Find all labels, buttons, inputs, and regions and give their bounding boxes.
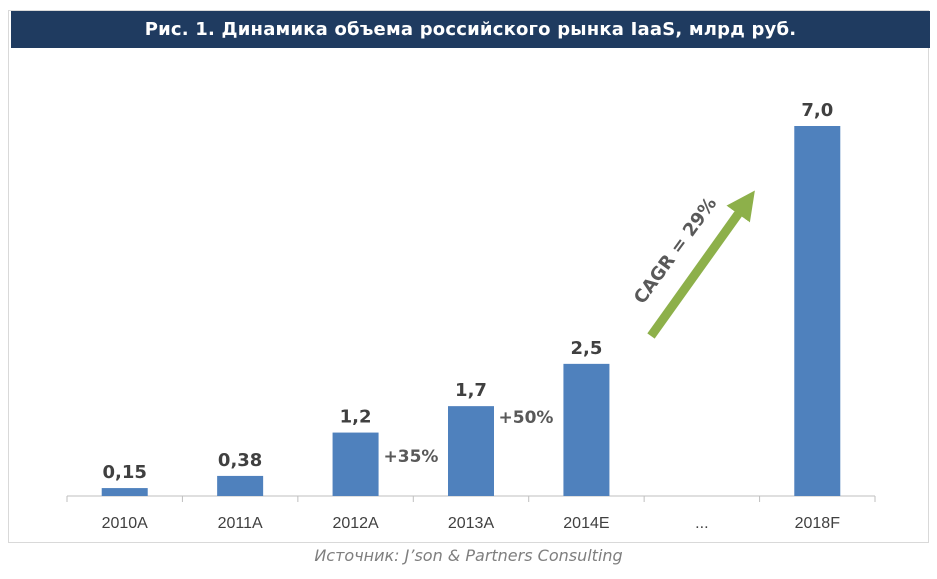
source-note: Источник: J’son & Partners Consulting [314, 546, 623, 565]
data-label-2011A: 0,38 [218, 450, 262, 471]
category-label: 2012A [332, 515, 379, 532]
bar-2010A [101, 488, 148, 496]
category-label: ... [695, 515, 708, 532]
category-label: 2011A [218, 515, 263, 532]
growth-annotation-2012: +35% [384, 447, 439, 467]
data-label-2014E: 2,5 [570, 338, 602, 359]
bar-2018F [794, 126, 841, 496]
data-label-2010A: 0,15 [103, 462, 147, 483]
category-label: 2010A [102, 515, 149, 532]
category-label: 2014E [563, 515, 609, 532]
data-label-2018F: 7,0 [801, 100, 833, 121]
bar-2014E [563, 363, 610, 496]
bar-2011A [217, 475, 264, 496]
chart-title: Рис. 1. Динамика объема российского рынк… [11, 11, 930, 48]
bar-2013A [448, 406, 494, 496]
cagr-arrow [647, 190, 755, 339]
data-label-2012A: 1,2 [340, 407, 372, 428]
category-label: 2018F [795, 515, 841, 532]
growth-annotation-2013: +50% [499, 408, 554, 428]
bar-2012A [332, 432, 379, 496]
category-label: 2013A [448, 515, 495, 532]
data-label-2013A: 1,7 [455, 380, 487, 401]
